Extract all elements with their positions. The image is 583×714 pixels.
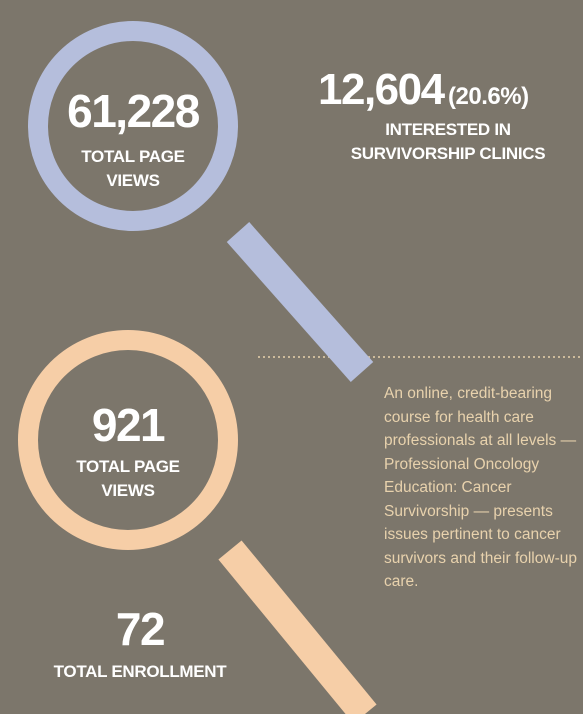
- label-line: VIEWS: [106, 171, 160, 190]
- stat-value: 12,604: [318, 65, 445, 114]
- stat-value: 921: [91, 399, 166, 451]
- stat-value: 61,228: [67, 85, 200, 137]
- stat-label: TOTAL PAGE VIEWS: [33, 145, 233, 193]
- blue-handle: [226, 222, 374, 382]
- label-line: TOTAL ENROLLMENT: [53, 662, 227, 681]
- stat-label: INTERESTED IN SURVIVORSHIP CLINICS: [308, 118, 583, 166]
- orange-lens: [18, 330, 238, 550]
- label-line: SURVIVORSHIP CLINICS: [350, 144, 546, 163]
- label-line: TOTAL PAGE: [76, 457, 180, 476]
- stat-percent: (20.6%): [448, 83, 529, 110]
- stat-headline: 12,604 (20.6%): [318, 68, 529, 112]
- stat-label: TOTAL ENROLLMENT: [0, 660, 280, 684]
- orange-handle: [218, 540, 377, 714]
- stat-value: 72: [115, 603, 166, 655]
- stat-label: TOTAL PAGE VIEWS: [28, 455, 228, 503]
- label-line: INTERESTED IN: [385, 120, 511, 139]
- blue-lens: [28, 21, 238, 231]
- course-description: An online, credit-bearing course for hea…: [384, 385, 577, 590]
- label-line: TOTAL PAGE: [81, 147, 185, 166]
- label-line: VIEWS: [101, 481, 155, 500]
